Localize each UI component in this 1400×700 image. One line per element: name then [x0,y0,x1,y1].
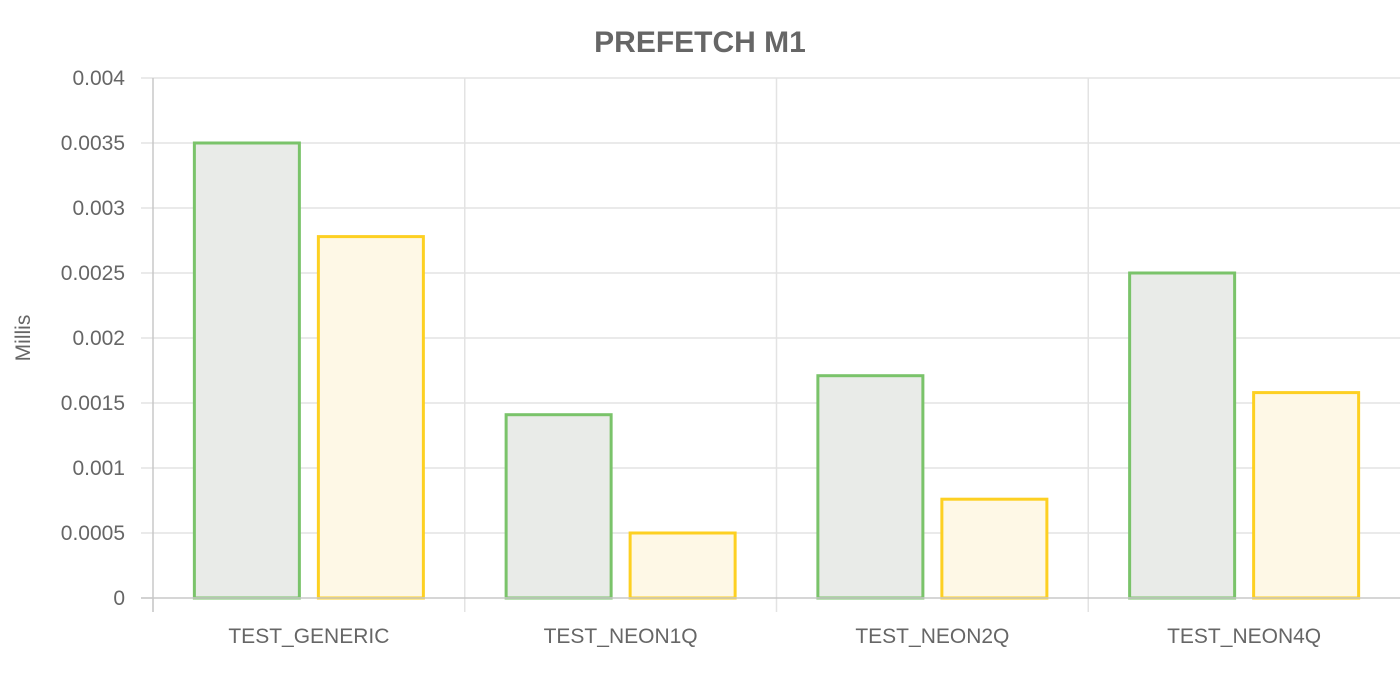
bar-series1-test-neon1q[interactable] [504,413,613,600]
y-tick-label: 0.0005 [61,522,125,545]
bars [192,141,1361,600]
bar-series2-test-neon4q[interactable] [1252,391,1361,600]
y-tick-label: 0.0025 [61,262,125,285]
bar-series1-test-neon4q[interactable] [1128,271,1237,600]
bar-series1-test-generic[interactable] [192,141,301,600]
y-tick-label: 0.002 [72,327,125,350]
y-tick-label: 0.001 [72,457,125,480]
y-tick-label: 0 [113,587,125,610]
x-tick-label: TEST_GENERIC [228,625,389,648]
y-tick-label: 0.0015 [61,392,125,415]
x-tick-labels: TEST_GENERIC TEST_NEON1Q TEST_NEON2Q TEST_N… [228,625,1321,648]
y-tick-label: 0.004 [72,67,125,90]
chart-title: PREFETCH M1 [594,26,806,59]
bar-series2-test-neon1q[interactable] [628,531,737,600]
bar-series2-test-neon2q[interactable] [940,497,1049,600]
bar-series1-test-neon2q[interactable] [816,374,925,600]
y-tick-label: 0.003 [72,197,125,220]
y-tick-labels: 0 0.0005 0.001 0.0015 0.002 0.0025 0.003 0.0035… [61,67,126,610]
x-tick-label: TEST_NEON1Q [544,625,698,648]
x-tick-label: TEST_NEON4Q [1167,625,1321,648]
x-tick-label: TEST_NEON2Q [855,625,1009,648]
axes [141,78,1400,612]
y-tick-label: 0.0035 [61,132,125,155]
y-axis-label: Millis [12,315,35,362]
bar-series2-test-generic[interactable] [316,235,425,600]
